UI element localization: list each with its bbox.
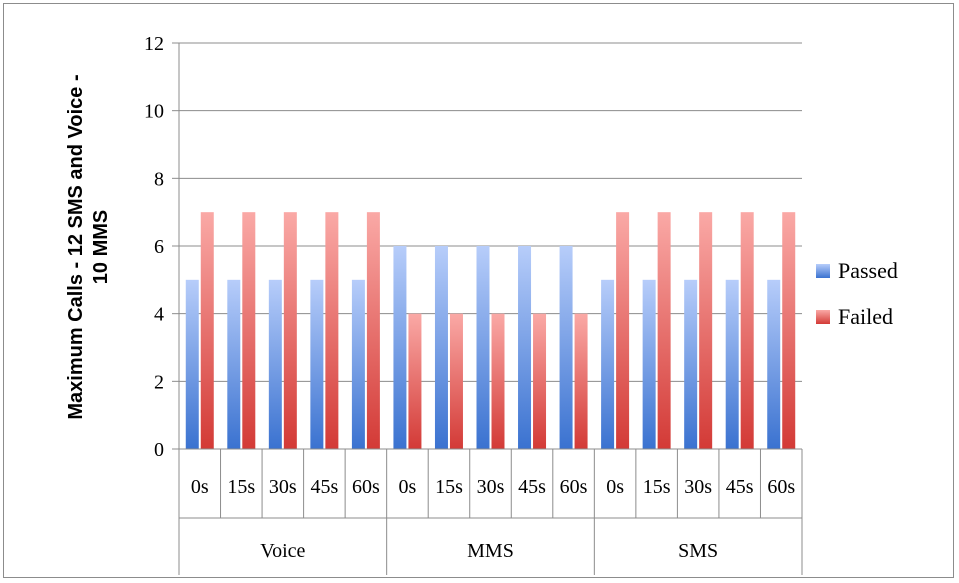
y-axis-title-line1: Maximum Calls - 12 SMS and Voice -	[65, 74, 87, 419]
bar-passed	[476, 246, 490, 449]
bar-failed	[740, 212, 754, 449]
bar-failed	[574, 313, 588, 449]
y-axis-title: Maximum Calls - 12 SMS and Voice -10 MMS	[65, 74, 112, 419]
y-tick-label: 10	[144, 101, 164, 123]
category-label: 15s	[643, 476, 671, 498]
category-label: 45s	[726, 476, 754, 498]
group-label: Voice	[260, 540, 305, 562]
category-label: 30s	[684, 476, 712, 498]
bar-failed	[449, 313, 463, 449]
category-label: 15s	[435, 476, 463, 498]
category-label: 45s	[518, 476, 546, 498]
bar-failed	[699, 212, 713, 449]
axes: 0 2 4 6 8 10 12 0s 15s 30s 45s 60s 0s 15s 30s 45s 60s 0s 1…	[144, 33, 803, 575]
bar-passed	[684, 279, 698, 449]
category-label: 15s	[227, 476, 255, 498]
category-label: 0s	[191, 476, 209, 498]
legend-swatch-passed	[816, 264, 830, 278]
group-label: MMS	[467, 540, 514, 562]
bars	[185, 212, 796, 449]
bar-failed	[283, 212, 297, 449]
group-label: SMS	[678, 540, 718, 562]
bar-passed	[393, 246, 407, 449]
bar-passed	[310, 279, 324, 449]
category-label: 60s	[352, 476, 380, 498]
legend: Passed Failed	[816, 258, 898, 329]
category-label: 60s	[767, 476, 795, 498]
y-tick-label: 8	[154, 168, 164, 190]
y-axis-title-line2: 10 MMS	[90, 210, 112, 284]
category-label: 45s	[310, 476, 338, 498]
category-label: 0s	[606, 476, 624, 498]
bar-passed	[559, 246, 573, 449]
y-tick-label: 0	[154, 439, 164, 461]
category-label: 0s	[399, 476, 417, 498]
bar-failed	[325, 212, 339, 449]
bar-passed	[601, 279, 615, 449]
bar-passed	[642, 279, 656, 449]
y-tick-label: 2	[154, 371, 164, 393]
bar-passed	[227, 279, 241, 449]
bar-failed	[491, 313, 505, 449]
bar-passed	[268, 279, 282, 449]
category-label: 30s	[477, 476, 505, 498]
bar-failed	[533, 313, 547, 449]
bar-failed	[366, 212, 380, 449]
y-tick-label: 12	[144, 33, 164, 55]
bar-passed	[185, 279, 199, 449]
bar-passed	[725, 279, 739, 449]
bar-failed	[200, 212, 214, 449]
y-tick-label: 4	[154, 304, 164, 326]
bar-failed	[408, 313, 422, 449]
bar-failed	[782, 212, 796, 449]
legend-swatch-failed	[816, 310, 830, 324]
legend-label-failed: Failed	[838, 304, 893, 329]
bar-passed	[351, 279, 365, 449]
bar-passed	[434, 246, 448, 449]
bar-passed	[767, 279, 781, 449]
legend-label-passed: Passed	[838, 258, 898, 283]
category-label: 60s	[560, 476, 588, 498]
bar-passed	[518, 246, 532, 449]
y-tick-label: 6	[154, 236, 164, 258]
bar-failed	[657, 212, 671, 449]
category-label: 30s	[269, 476, 297, 498]
bar-failed	[616, 212, 630, 449]
bar-failed	[242, 212, 256, 449]
